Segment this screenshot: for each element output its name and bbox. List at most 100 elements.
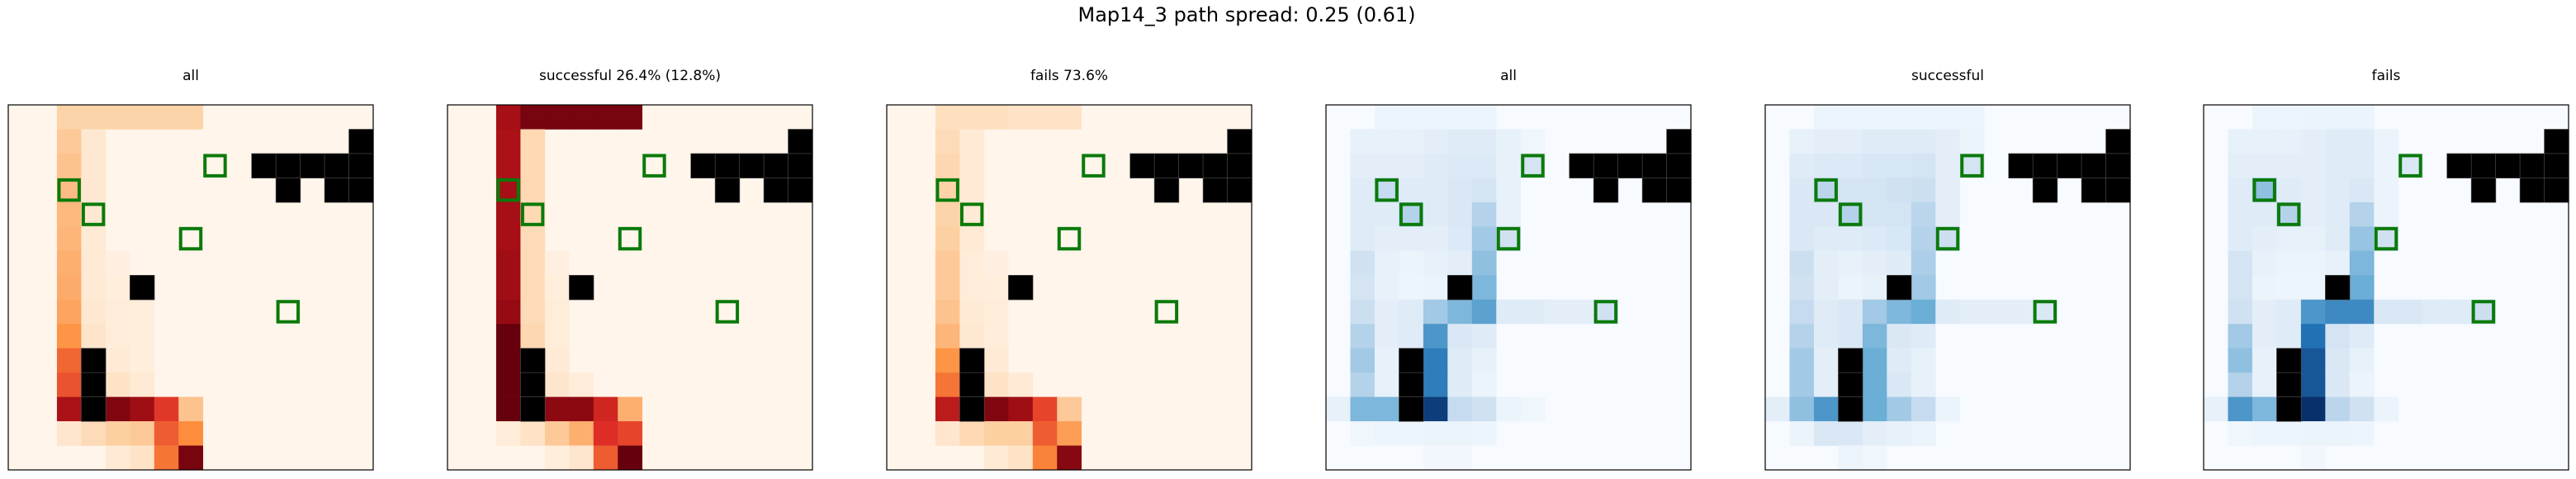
heatmap-cell bbox=[1399, 178, 1424, 203]
heatmap-cell bbox=[520, 299, 546, 325]
heatmap-cell bbox=[105, 105, 130, 130]
heatmap-cell bbox=[2252, 202, 2277, 227]
heatmap-cell bbox=[935, 396, 960, 422]
heatmap-cell bbox=[1959, 105, 1985, 130]
heatmap-cell bbox=[1935, 396, 1961, 422]
heatmap-cell bbox=[2276, 250, 2302, 276]
obstacle-cell bbox=[2470, 178, 2497, 203]
heatmap-cell bbox=[1911, 202, 1936, 227]
heatmap-cell bbox=[56, 226, 82, 252]
heatmap-cell bbox=[2276, 202, 2302, 227]
heatmap-cell bbox=[1838, 275, 1863, 301]
heatmap-cell bbox=[1423, 202, 1448, 227]
heatmap-cell bbox=[81, 324, 107, 349]
target-marker bbox=[1399, 202, 1423, 226]
heatmap-cell bbox=[56, 129, 82, 154]
heatmap-cell bbox=[959, 421, 985, 446]
heatmap-cell bbox=[2276, 129, 2302, 154]
obstacle-cell bbox=[1641, 153, 1668, 178]
heatmap-cell bbox=[2374, 299, 2399, 325]
obstacle-cell bbox=[1666, 178, 1692, 203]
heatmap-cell bbox=[2349, 226, 2375, 252]
heatmap-panel-3: fails 73.6% bbox=[886, 68, 1252, 471]
obstacle-cell bbox=[81, 396, 107, 422]
heatmap-cell bbox=[1862, 372, 1887, 397]
heatmap-cell bbox=[2228, 250, 2253, 276]
target-marker bbox=[81, 202, 106, 226]
heatmap-cell bbox=[1447, 202, 1473, 227]
heatmap-cell bbox=[1838, 105, 1863, 130]
heatmap-cell bbox=[2300, 129, 2326, 154]
obstacle-cell bbox=[348, 178, 374, 203]
target-marker bbox=[57, 178, 81, 202]
heatmap-cell bbox=[2276, 421, 2302, 446]
heatmap-cell bbox=[569, 372, 594, 397]
heatmap-cell bbox=[1350, 129, 1376, 154]
target-marker bbox=[2276, 202, 2301, 226]
heatmap-cell bbox=[2325, 250, 2351, 276]
target-marker bbox=[1838, 202, 1863, 226]
heatmap-cell bbox=[105, 275, 130, 301]
heatmap-cell bbox=[569, 105, 594, 130]
heatmap-cell bbox=[2276, 105, 2302, 130]
heatmap-cell bbox=[2300, 153, 2326, 178]
heatmap-cell bbox=[2300, 202, 2326, 227]
heatmap-cell bbox=[1959, 299, 1985, 325]
heatmap-cell bbox=[520, 324, 546, 349]
heatmap-cell bbox=[544, 348, 570, 373]
heatmap-cell bbox=[1887, 129, 1912, 154]
heatmap-cell bbox=[1765, 396, 1790, 422]
heatmap-cell bbox=[105, 421, 130, 446]
heatmap-cell bbox=[2252, 275, 2277, 301]
heatmap-cell bbox=[1399, 105, 1424, 130]
obstacle-cell bbox=[1593, 178, 1619, 203]
heatmap-cell bbox=[2276, 275, 2302, 301]
heatmap-cell bbox=[2349, 178, 2375, 203]
heatmap-cell bbox=[935, 250, 960, 276]
heatmap-cell bbox=[1862, 153, 1887, 178]
heatmap-cell bbox=[1887, 421, 1912, 446]
heatmap-cell bbox=[1350, 372, 1376, 397]
heatmap-cell bbox=[520, 202, 546, 227]
heatmap-cell bbox=[1496, 153, 1522, 178]
heatmap-cell bbox=[2008, 299, 2034, 325]
obstacle-cell bbox=[81, 372, 107, 398]
heatmap-cell bbox=[959, 226, 985, 252]
heatmap-cell bbox=[1959, 153, 1985, 178]
heatmap-cell bbox=[1789, 178, 1815, 203]
heatmap-cell bbox=[544, 396, 570, 422]
heatmap-cell bbox=[1399, 299, 1424, 325]
obstacle-cell bbox=[1227, 129, 1252, 154]
heatmap-cell bbox=[1399, 250, 1424, 276]
heatmap-cell bbox=[1423, 421, 1448, 446]
heatmap-cell bbox=[1813, 250, 1839, 276]
heatmap-cell bbox=[2300, 348, 2326, 373]
obstacle-cell bbox=[2105, 153, 2131, 178]
heatmap-cell bbox=[1350, 299, 1376, 325]
heatmap-cell bbox=[1374, 299, 1399, 325]
heatmap-cell bbox=[1471, 153, 1497, 178]
heatmap-cell bbox=[105, 299, 130, 325]
heatmap-cell bbox=[1447, 129, 1473, 154]
heatmap-cell bbox=[2398, 299, 2423, 325]
obstacle-cell bbox=[2544, 153, 2569, 178]
heatmap-cell bbox=[935, 105, 960, 130]
obstacle-cell bbox=[348, 129, 374, 154]
heatmap-cell bbox=[1862, 105, 1887, 130]
obstacle-cell bbox=[569, 274, 594, 301]
heatmap-cell bbox=[1959, 129, 1985, 154]
heatmap-cell bbox=[983, 105, 1009, 130]
heatmap-cell bbox=[520, 275, 546, 301]
heatmap-cell bbox=[1813, 105, 1839, 130]
panel-title: successful 26.4% (12.8%) bbox=[539, 68, 721, 84]
obstacle-cell bbox=[959, 372, 985, 398]
heatmap-cell bbox=[1471, 372, 1497, 397]
heatmap-cell bbox=[959, 275, 985, 301]
heatmap-cell bbox=[154, 445, 179, 471]
heatmap-cell bbox=[2252, 105, 2277, 130]
heatmap-cell bbox=[2252, 324, 2277, 349]
heatmap-cell bbox=[1911, 153, 1936, 178]
heatmap-cell bbox=[495, 421, 521, 446]
heatmap-cell bbox=[81, 226, 107, 252]
heatmap-cell bbox=[1789, 396, 1815, 422]
